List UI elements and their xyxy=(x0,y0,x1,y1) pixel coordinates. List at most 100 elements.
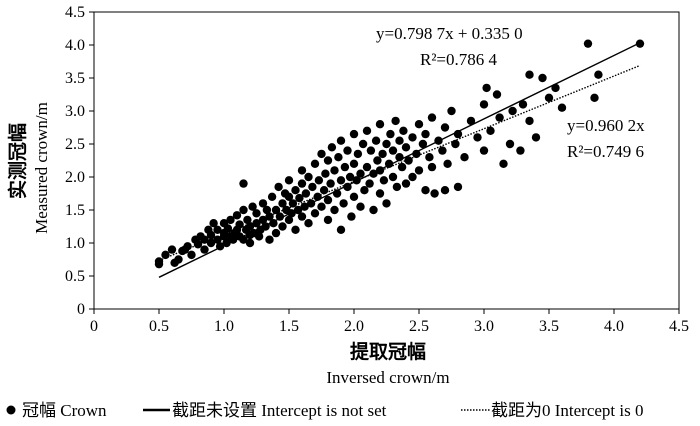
r2-intercept-zero: R²=0.749 6 xyxy=(567,142,644,161)
data-point xyxy=(453,182,463,192)
data-point xyxy=(371,136,381,145)
data-point xyxy=(167,245,177,254)
data-point xyxy=(187,250,196,260)
data-point xyxy=(404,156,413,165)
data-point xyxy=(284,215,294,225)
data-point xyxy=(291,225,300,234)
data-point xyxy=(495,113,504,122)
data-point xyxy=(226,215,235,225)
data-point xyxy=(245,238,255,248)
data-point xyxy=(414,120,424,129)
y-tick-label: 4.5 xyxy=(65,4,85,21)
data-point xyxy=(375,189,385,198)
data-point xyxy=(425,153,434,162)
data-point xyxy=(267,192,277,201)
data-point xyxy=(265,235,274,244)
data-point xyxy=(362,126,372,135)
data-point xyxy=(373,156,382,165)
data-point xyxy=(362,162,372,172)
x-tick-label: 0.5 xyxy=(149,318,169,335)
data-point xyxy=(418,139,428,149)
data-point xyxy=(323,156,333,165)
data-point xyxy=(583,39,593,48)
data-point xyxy=(401,179,411,188)
data-point xyxy=(336,225,346,234)
data-point xyxy=(252,209,261,218)
data-point xyxy=(479,146,489,155)
data-point xyxy=(388,172,398,182)
data-point xyxy=(265,212,274,221)
legend-label-crown: 冠幅 Crown xyxy=(22,401,107,420)
data-point xyxy=(239,205,248,215)
data-point xyxy=(525,116,534,126)
legend-label-intercept-not-set: 截距未设置 Intercept is not set xyxy=(172,401,387,420)
data-point xyxy=(349,129,359,139)
data-point xyxy=(278,222,287,231)
data-point xyxy=(206,230,216,240)
data-point xyxy=(392,182,402,192)
data-point xyxy=(544,93,554,103)
legend-label-intercept-zero: 截距为0 Intercept is 0 xyxy=(491,401,644,420)
data-point xyxy=(301,189,311,198)
data-point xyxy=(327,143,337,152)
x-tick-label: 4.0 xyxy=(604,318,624,335)
data-point xyxy=(369,205,378,215)
data-point xyxy=(482,83,491,93)
x-tick-label: 4.5 xyxy=(669,318,689,335)
equation-intercept-not-set: y=0.798 7x + 0.335 0 xyxy=(376,24,523,43)
data-point xyxy=(427,162,437,172)
data-point xyxy=(323,195,333,205)
data-point xyxy=(330,205,339,215)
data-point xyxy=(382,199,391,208)
data-point xyxy=(440,186,450,195)
y-tick-label: 0 xyxy=(77,301,85,318)
data-point xyxy=(295,193,304,203)
data-point xyxy=(262,205,272,215)
legend-marker-crown xyxy=(6,405,16,415)
data-point xyxy=(330,166,339,175)
y-tick-label: 0.5 xyxy=(65,268,85,285)
data-point xyxy=(594,70,603,79)
data-point xyxy=(297,179,307,188)
data-point xyxy=(254,232,264,241)
data-point xyxy=(334,153,343,162)
data-point xyxy=(447,106,456,116)
equation-intercept-zero: y=0.960 2x xyxy=(567,116,645,135)
data-point xyxy=(232,211,242,220)
data-point xyxy=(382,139,391,149)
data-point xyxy=(427,113,437,122)
data-point xyxy=(460,153,469,162)
data-point xyxy=(339,199,348,208)
y-tick-label: 1.5 xyxy=(65,202,85,219)
data-point xyxy=(200,245,209,254)
data-point xyxy=(391,116,400,126)
plot-frame xyxy=(93,11,680,310)
data-point xyxy=(473,133,482,142)
y-tick-label: 3.5 xyxy=(65,70,85,87)
data-point xyxy=(356,202,365,211)
data-point xyxy=(525,70,534,79)
y-tick-label: 3.0 xyxy=(65,103,85,120)
r2-intercept-not-set: R²=0.786 4 xyxy=(420,50,498,69)
data-point xyxy=(284,176,294,185)
data-point xyxy=(308,182,317,192)
data-point xyxy=(386,129,395,139)
data-point xyxy=(248,202,257,211)
data-point xyxy=(486,126,495,135)
data-point xyxy=(408,133,417,142)
fit-lines xyxy=(158,42,641,278)
data-point xyxy=(366,146,376,155)
data-point xyxy=(408,172,417,182)
x-axis-label-chinese: 提取冠幅 xyxy=(350,340,426,363)
data-point xyxy=(317,149,326,159)
data-point xyxy=(206,238,216,248)
data-point xyxy=(174,255,183,264)
data-point xyxy=(499,159,508,168)
data-point xyxy=(538,73,547,83)
data-point xyxy=(235,220,244,229)
data-point xyxy=(353,149,363,159)
fit-line-intercept-not-set xyxy=(158,64,641,262)
y-axis-label-chinese: 实测冠幅 xyxy=(6,123,29,199)
data-point xyxy=(421,186,430,195)
